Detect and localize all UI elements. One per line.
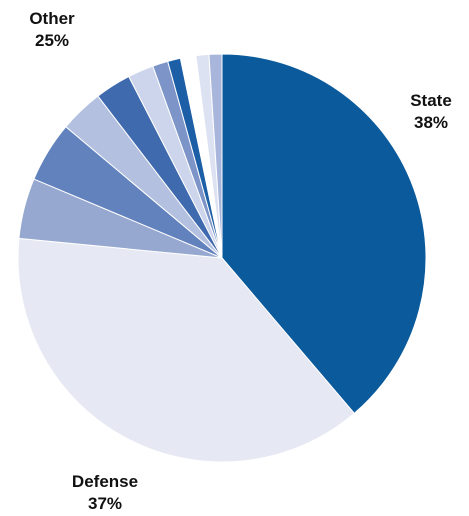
label-state-name: State xyxy=(410,91,452,110)
label-defense-percent: 37% xyxy=(88,494,122,513)
label-defense-name: Defense xyxy=(72,472,138,491)
pie-slice-minor-11 xyxy=(208,53,223,259)
pie-slices xyxy=(17,53,427,463)
label-state-percent: 38% xyxy=(414,113,448,132)
pie-slice-state xyxy=(221,53,427,415)
label-other-name: Other xyxy=(29,9,75,28)
pie-slice-defense xyxy=(17,237,355,463)
label-other-percent: 25% xyxy=(35,31,69,50)
